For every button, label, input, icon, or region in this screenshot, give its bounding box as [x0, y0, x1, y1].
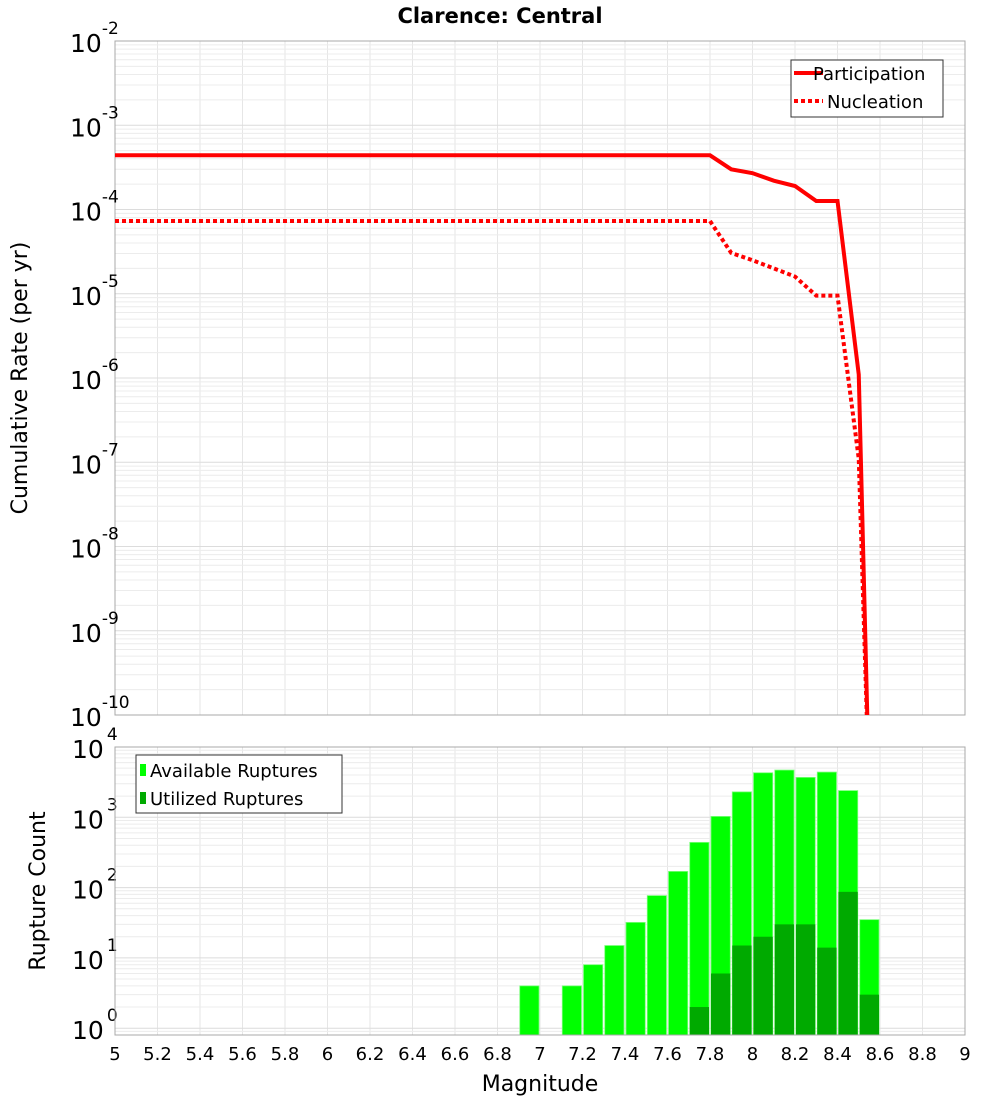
x-tick-label: 8.2 [781, 1044, 810, 1065]
bar [711, 973, 731, 1035]
y-tick-label: 10 4 [72, 725, 118, 764]
bar [668, 870, 689, 1036]
x-tick-label: 7.2 [568, 1044, 597, 1065]
plot-frame-bottom [114, 746, 966, 1036]
x-tick-label: 6.4 [398, 1044, 427, 1065]
y-tick-label: 10-6 [70, 356, 119, 395]
chart-title: Clarence: Central [397, 4, 602, 28]
x-tick-label: 7 [534, 1044, 545, 1065]
legend-label: Participation [813, 64, 925, 85]
y-tick-label: 10 0 [72, 1006, 118, 1045]
x-tick-label: 7.8 [696, 1044, 725, 1065]
bar [625, 921, 646, 1036]
y-tick-label: 10-7 [70, 440, 119, 479]
y-tick-label: 10-10 [70, 693, 130, 732]
y-tick-label: 10 1 [72, 936, 118, 975]
x-tick-label: 5.4 [186, 1044, 215, 1065]
bar [583, 964, 604, 1036]
y-tick-label: 10 3 [72, 795, 118, 834]
series-line-nucleation [115, 219, 869, 715]
y-tick-label: 10-9 [70, 609, 119, 648]
plot-frame [114, 40, 966, 716]
bar [817, 947, 837, 1035]
x-tick-label: 6.8 [483, 1044, 512, 1065]
x-tick-label: 6.2 [356, 1044, 385, 1065]
bar-series-utilized-ruptures [689, 891, 879, 1035]
x-tick-label: 5.2 [143, 1044, 172, 1065]
legend-label: Utilized Ruptures [150, 789, 303, 810]
x-axis-label: Magnitude [482, 1072, 599, 1097]
bar [774, 924, 794, 1035]
series-line-participation [115, 153, 870, 715]
y-tick-label: 10-5 [70, 272, 119, 311]
legend-box [135, 754, 343, 814]
y-axis-label: Cumulative Rate (per yr) [8, 242, 33, 515]
legend-bottom: Available Ruptures Utilized Ruptures [135, 754, 343, 814]
x-tick-label: 8.8 [908, 1044, 937, 1065]
legend-top: Participation Nucleation [790, 59, 944, 118]
bar [796, 924, 816, 1035]
x-tick-label: 8 [747, 1044, 758, 1065]
bar [859, 994, 879, 1035]
y-tick-label: 10-3 [70, 103, 119, 142]
legend-swatch [140, 792, 146, 804]
bar [519, 985, 540, 1036]
y-tick-label: 10 2 [72, 866, 118, 905]
bar [838, 891, 858, 1035]
bar [753, 936, 773, 1035]
bar [689, 841, 710, 1036]
x-tick-label: 8.6 [866, 1044, 895, 1065]
x-tick-label: 7.4 [611, 1044, 640, 1065]
bar [604, 945, 625, 1036]
legend-label: Available Ruptures [150, 761, 318, 782]
x-tick-label: 6 [322, 1044, 333, 1065]
x-tick-label: 7.6 [653, 1044, 682, 1065]
y-tick-label: 10-4 [70, 188, 119, 227]
x-tick-label: 9 [959, 1044, 970, 1065]
bar [732, 945, 752, 1035]
bar [646, 895, 667, 1036]
x-tick-label: 5.8 [271, 1044, 300, 1065]
y-tick-label: 10-2 [70, 19, 119, 58]
x-tick-label: 5.6 [228, 1044, 257, 1065]
legend-swatch [140, 764, 146, 776]
y-tick-label: 10-8 [70, 525, 119, 564]
x-tick-label: 8.4 [823, 1044, 852, 1065]
legend-box [790, 59, 944, 118]
x-tick-label: 6.6 [441, 1044, 470, 1065]
x-tick-label: 5 [109, 1044, 120, 1065]
grid-lines [114, 40, 966, 716]
legend-label: Nucleation [827, 92, 923, 113]
bar [689, 1007, 709, 1035]
y-axis-label-bottom: Rupture Count [26, 811, 51, 971]
bar [561, 985, 582, 1036]
